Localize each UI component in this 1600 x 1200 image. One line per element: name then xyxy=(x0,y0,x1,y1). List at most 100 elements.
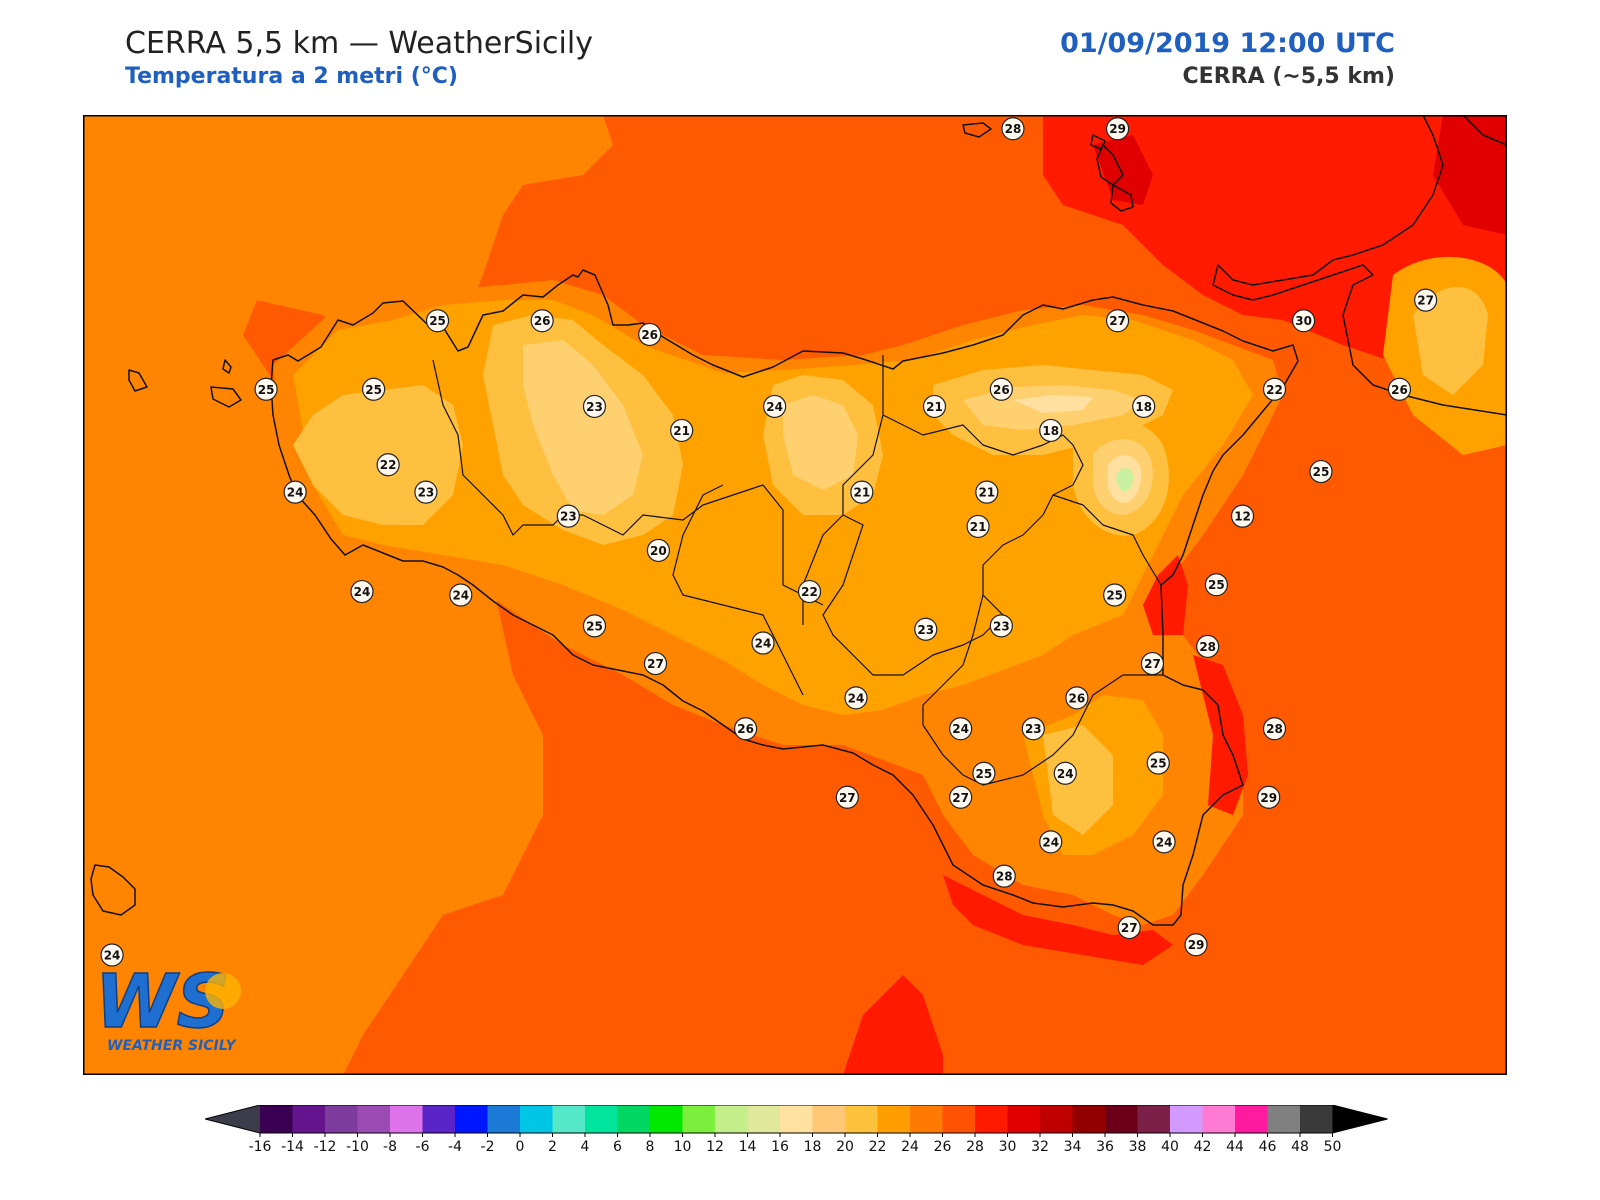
station-value: 28 xyxy=(1005,122,1022,136)
colorbar-swatch xyxy=(520,1105,553,1133)
station-value: 26 xyxy=(1391,383,1408,397)
colorbar-tick-label: -16 xyxy=(249,1139,272,1155)
station-marker: 25 xyxy=(972,761,996,785)
colorbar-swatch xyxy=(585,1105,618,1133)
colorbar-tick-label: 4 xyxy=(581,1139,590,1155)
province-border xyxy=(882,414,1084,616)
station-value: 18 xyxy=(1042,424,1059,438)
colorbar-tick-label: 22 xyxy=(869,1139,887,1155)
station-marker: 27 xyxy=(1105,309,1130,333)
colorbar-tick-label: 6 xyxy=(613,1139,622,1155)
station-circle xyxy=(670,418,694,443)
sicily-band-20-central xyxy=(523,340,643,515)
colorbar-tick-label: 30 xyxy=(999,1139,1017,1155)
station-marker: 27 xyxy=(1117,915,1141,940)
station-marker: 26 xyxy=(1065,686,1089,710)
station-marker: 26 xyxy=(530,309,554,333)
province-border xyxy=(922,594,1163,786)
map-frame xyxy=(83,115,1507,1075)
colorbar-swatch xyxy=(812,1105,846,1133)
station-circle xyxy=(530,309,554,333)
colorbar-swatch xyxy=(390,1105,423,1133)
colorbar-tick-label: -10 xyxy=(346,1139,369,1155)
colorbar-under-triangle xyxy=(205,1105,260,1133)
colorbar-over-triangle xyxy=(1332,1105,1388,1133)
station-circle xyxy=(844,686,868,710)
colorbar-swatch xyxy=(1105,1105,1138,1133)
station-marker: 24 xyxy=(283,480,307,504)
etna-band-12 xyxy=(1116,468,1133,492)
station-value: 22 xyxy=(380,458,397,472)
calabria-warmer xyxy=(1413,286,1488,395)
station-marker: 21 xyxy=(966,514,990,539)
colorbar-tick-label: 46 xyxy=(1259,1139,1277,1155)
station-marker: 24 xyxy=(449,583,473,607)
colorbar-tick-label: 50 xyxy=(1324,1139,1342,1155)
station-circle xyxy=(283,480,307,504)
colorbar-tick-label: 2 xyxy=(548,1139,557,1155)
station-value: 21 xyxy=(978,486,995,500)
station-marker: 23 xyxy=(989,614,1013,638)
station-value: 27 xyxy=(1121,921,1138,935)
station-marker: 21 xyxy=(922,394,947,419)
station-marker: 24 xyxy=(350,579,374,604)
station-circle xyxy=(1065,686,1089,710)
station-marker: 20 xyxy=(646,538,671,563)
station-circle xyxy=(1152,830,1176,854)
station-marker: 29 xyxy=(1105,117,1130,141)
colorbar-tick-label: 18 xyxy=(804,1139,822,1155)
station-value: 22 xyxy=(801,585,818,599)
model-name: CERRA (~5,5 km) xyxy=(1182,64,1395,89)
station-circle xyxy=(763,394,787,419)
station-circle xyxy=(582,614,607,638)
station-value: 25 xyxy=(429,314,446,328)
province-border xyxy=(582,484,824,606)
station-circle xyxy=(1001,117,1025,141)
station-circle xyxy=(972,761,996,785)
egadi-island xyxy=(210,386,242,408)
station-marker: 26 xyxy=(733,717,758,741)
station-marker: 24 xyxy=(751,631,775,655)
hot-strip-south xyxy=(943,875,1173,965)
station-circle xyxy=(797,579,822,604)
station-value: 26 xyxy=(1069,691,1086,705)
station-circle xyxy=(992,864,1016,888)
station-marker: 21 xyxy=(850,480,874,504)
station-marker: 27 xyxy=(949,785,973,809)
station-value: 20 xyxy=(650,544,667,558)
station-circle xyxy=(989,614,1013,638)
station-circle xyxy=(1262,717,1287,741)
station-value: 29 xyxy=(1188,938,1205,952)
station-value: 29 xyxy=(1260,791,1277,805)
colorbar-legend: -16 -14 -12 -10 -8 -6 -4 -2 0 2 4 6 8 10 12 14 16 18 20 22 2… xyxy=(205,1105,1388,1155)
station-value: 26 xyxy=(641,328,658,342)
station-circle xyxy=(975,480,999,504)
station-circle xyxy=(850,480,874,504)
station-value: 27 xyxy=(1417,294,1434,308)
station-marker: 24 xyxy=(949,717,973,741)
station-value: 25 xyxy=(1313,465,1330,479)
station-value: 23 xyxy=(418,486,435,500)
colorbar-tick-label: 28 xyxy=(966,1139,984,1155)
station-circle xyxy=(1184,933,1208,957)
colorbar-tick-label: 42 xyxy=(1194,1139,1212,1155)
station-circle xyxy=(1140,651,1165,676)
station-marker: 22 xyxy=(797,579,822,604)
svg-text:WS: WS xyxy=(95,959,230,1045)
province-border xyxy=(1052,494,1162,586)
station-circle xyxy=(582,394,607,419)
station-marker: 28 xyxy=(992,864,1016,888)
calabria-coastline xyxy=(1212,115,1507,416)
colorbar-swatch xyxy=(1202,1105,1236,1133)
station-value: 24 xyxy=(354,585,371,599)
station-marker: 25 xyxy=(582,614,607,638)
station-value: 24 xyxy=(1042,835,1059,849)
logo-text: WEATHER SICILY xyxy=(107,1038,238,1054)
station-marker: 24 xyxy=(763,394,787,419)
colorbar-swatch xyxy=(357,1105,391,1133)
station-circle xyxy=(966,514,990,539)
station-circle xyxy=(1309,459,1333,484)
station-circle xyxy=(1196,634,1220,659)
station-circle xyxy=(646,538,671,563)
map-title: CERRA 5,5 km — WeatherSicily xyxy=(125,26,593,61)
